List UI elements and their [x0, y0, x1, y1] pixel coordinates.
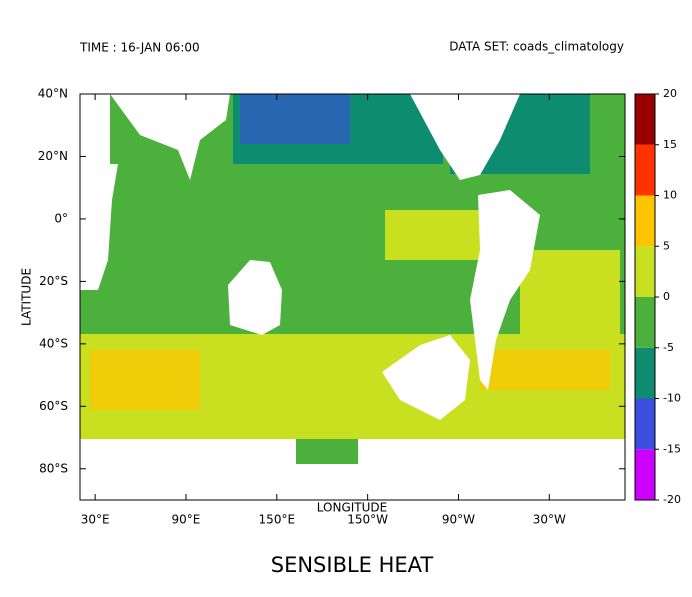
east-pacific-yellow [385, 210, 480, 260]
y-tick-label: 0° [54, 211, 68, 225]
south-america [470, 190, 540, 390]
colorbar-swatch [635, 144, 655, 196]
y-tick-label: 80°S [39, 461, 68, 475]
south-atlantic-orange [480, 350, 610, 390]
colorbar-label: -5 [663, 341, 674, 354]
x-tick-label: 90°W [442, 513, 475, 527]
australia [228, 260, 282, 335]
x-tick-label: 150°W [347, 513, 388, 527]
colorbar-label: 15 [663, 138, 677, 151]
y-tick-label: 20°S [39, 274, 68, 288]
plot-frame [79, 93, 626, 501]
y-axis-label: LATITUDE [20, 268, 34, 326]
africa-north [80, 94, 110, 164]
north-blue [240, 94, 350, 144]
north-america [410, 94, 520, 180]
colorbar-label: -20 [663, 493, 681, 506]
y-tick-label: 40°S [39, 336, 68, 350]
x-tick-label: 30°E [81, 513, 110, 527]
dataset-label: DATA SET: coads_climatology [449, 40, 624, 54]
colorbar-label: 20 [663, 87, 677, 100]
x-axis-label: LONGITUDE [317, 501, 387, 515]
africa [80, 164, 118, 290]
colorbar-label: 10 [663, 189, 677, 202]
asia [110, 94, 230, 180]
colorbar-swatch [635, 246, 655, 297]
data-field [80, 94, 625, 500]
south-atlantic-yellow [520, 250, 620, 340]
y-tick-label: 60°S [39, 399, 68, 413]
colorbar-label: 0 [663, 290, 670, 303]
time-label: TIME : 16-JAN 06:00 [79, 41, 200, 55]
colorbar-label: -15 [663, 442, 681, 455]
colorbar-swatch [635, 398, 655, 450]
colorbar-swatch [635, 347, 655, 399]
y-tick-label: 20°N [38, 149, 68, 163]
x-tick-label: 150°E [259, 513, 296, 527]
x-tick-label: 90°E [172, 513, 201, 527]
x-tick-label: 30°W [533, 513, 566, 527]
south-pacific-gap [382, 335, 470, 420]
colorbar-frame [634, 93, 656, 501]
colorbar-swatch [635, 195, 655, 247]
south-indian-orange [90, 350, 200, 410]
ross-sea [296, 439, 358, 464]
colorbar-swatch [635, 297, 655, 348]
antarctica [80, 439, 625, 500]
y-tick-label: 40°N [38, 87, 68, 101]
plot-title: SENSIBLE HEAT [271, 553, 434, 577]
colorbar-swatch [635, 449, 655, 500]
colorbar-label: 5 [663, 239, 670, 252]
colorbar-swatch [635, 94, 655, 145]
colorbar-label: -10 [663, 392, 681, 405]
